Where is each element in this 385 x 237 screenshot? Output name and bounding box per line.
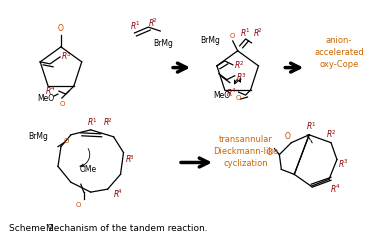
Text: BrMg: BrMg (28, 132, 48, 141)
Text: MeO: MeO (37, 94, 54, 103)
Text: 1: 1 (135, 21, 139, 26)
Text: R: R (148, 19, 154, 28)
Text: 4: 4 (50, 86, 54, 91)
Text: O: O (63, 138, 69, 144)
Text: R: R (126, 155, 131, 164)
Text: 3: 3 (241, 73, 245, 78)
Text: R: R (227, 89, 232, 98)
Text: R: R (62, 52, 67, 61)
Text: 1: 1 (92, 118, 96, 123)
Text: O: O (285, 132, 290, 141)
Text: R: R (104, 118, 109, 128)
Text: R: R (327, 130, 332, 139)
Text: transannular
Dieckmann-like
cyclization: transannular Dieckmann-like cyclization (213, 135, 278, 168)
Text: R: R (339, 160, 344, 169)
Text: 2: 2 (108, 118, 112, 123)
Text: 2: 2 (153, 18, 156, 23)
Text: 4: 4 (335, 184, 339, 189)
Text: R: R (131, 22, 136, 31)
Text: BrMg: BrMg (153, 39, 173, 48)
Text: Scheme 2.: Scheme 2. (9, 224, 57, 233)
Text: OMe: OMe (79, 165, 96, 174)
Text: 4: 4 (118, 189, 122, 194)
Text: R: R (254, 28, 259, 37)
Text: 3: 3 (67, 52, 70, 57)
Text: O: O (75, 202, 80, 208)
Text: 3: 3 (343, 160, 347, 164)
Text: MeO: MeO (214, 91, 231, 100)
Text: O: O (58, 24, 64, 33)
Text: 2: 2 (258, 28, 261, 33)
Text: R: R (237, 73, 242, 82)
Text: O: O (59, 101, 65, 107)
Text: R: R (114, 190, 119, 199)
Text: O: O (266, 148, 273, 157)
Text: O: O (236, 95, 241, 101)
Text: 1: 1 (311, 122, 315, 127)
Text: R: R (307, 122, 312, 131)
Text: R: R (46, 87, 51, 96)
Text: R: R (331, 185, 336, 194)
Text: R: R (241, 28, 246, 37)
Text: R: R (88, 118, 93, 128)
Text: 2: 2 (331, 130, 335, 135)
Text: R: R (235, 61, 240, 70)
Text: anion-
accelerated
oxy-Cope: anion- accelerated oxy-Cope (314, 36, 364, 69)
Text: BrMg: BrMg (200, 36, 220, 46)
Text: O: O (230, 33, 235, 39)
Text: Mechanism of the tandem reaction.: Mechanism of the tandem reaction. (46, 224, 208, 233)
Text: 2: 2 (239, 61, 243, 66)
Text: 4: 4 (231, 88, 235, 93)
Text: 3: 3 (130, 155, 134, 160)
Text: 1: 1 (245, 28, 249, 33)
